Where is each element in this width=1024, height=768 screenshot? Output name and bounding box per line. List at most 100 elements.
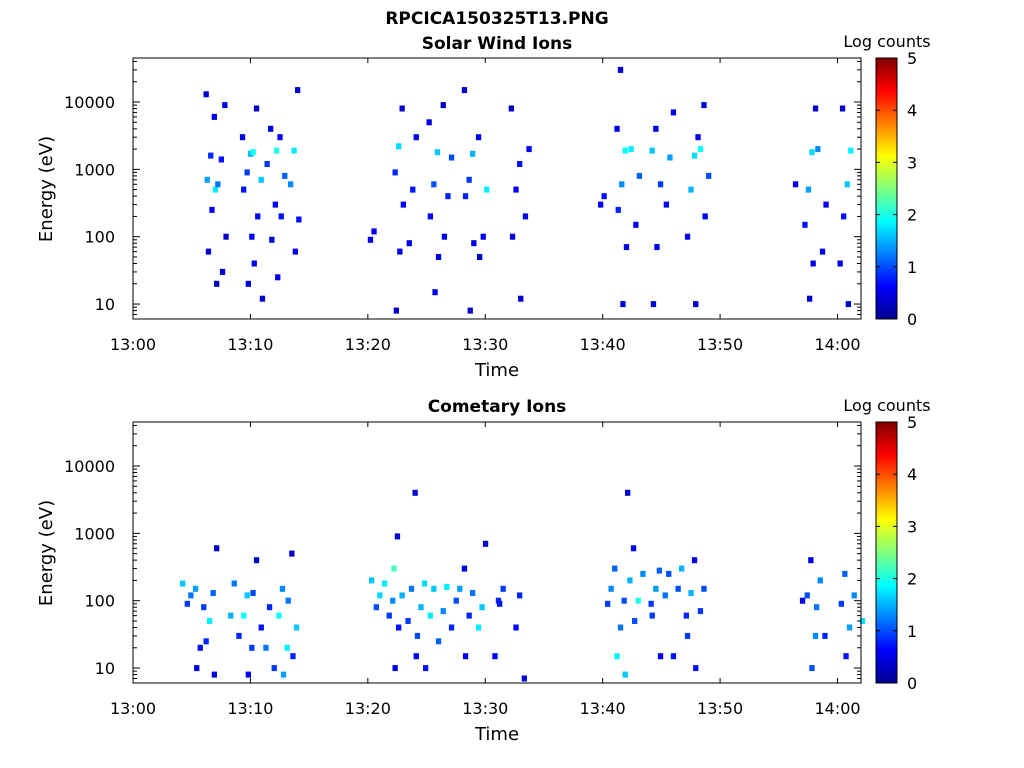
- x-axis: 13:00 13:10 13:20 13:30 13:40 13:50 14:00: [110, 58, 861, 354]
- heatmap-cell: [482, 540, 489, 547]
- heatmap-cell: [249, 644, 255, 651]
- heatmap-cell: [244, 592, 250, 599]
- heatmap-cell: [413, 653, 419, 660]
- heatmap-cell: [258, 624, 264, 631]
- heatmap-cell: [431, 181, 437, 188]
- heatmap-cell: [625, 489, 631, 496]
- heatmap-cell: [405, 618, 411, 624]
- heatmap-cell: [513, 186, 519, 193]
- heatmap-cell: [461, 565, 468, 572]
- heatmap-cell: [466, 612, 472, 619]
- heatmap-cell: [605, 600, 611, 607]
- heatmap-cell: [236, 632, 242, 639]
- heatmap-cell: [367, 236, 374, 243]
- heatmap-cell: [467, 307, 473, 314]
- heatmap-cell: [253, 557, 260, 564]
- heatmap-cell: [453, 597, 459, 604]
- heatmap-cell: [392, 665, 398, 672]
- heatmap-cell: [500, 585, 506, 592]
- heatmap-cell: [441, 233, 448, 240]
- heatmap-cell: [477, 254, 483, 260]
- heatmap-cell: [390, 597, 396, 604]
- y-tick-label: 1000: [74, 524, 115, 543]
- heatmap-cell: [612, 565, 618, 572]
- heatmap-cell: [697, 146, 704, 153]
- heatmap-cell: [667, 154, 673, 161]
- heatmap-cell: [184, 600, 190, 607]
- heatmap-cells: [203, 66, 854, 314]
- heatmap-cell: [628, 146, 634, 153]
- heatmap-cell: [386, 612, 392, 619]
- heatmap-cell: [228, 612, 234, 619]
- y-axis-label: Energy (eV): [36, 500, 57, 606]
- heatmap-cell: [691, 557, 698, 564]
- heatmap-cell: [406, 240, 412, 247]
- heatmap-cell: [695, 134, 701, 141]
- heatmap-cell: [684, 632, 691, 639]
- heatmap-cell: [258, 176, 264, 183]
- heatmap-cell: [244, 169, 250, 176]
- figure-title: RPCICA150325T13.PNG: [385, 9, 608, 29]
- heatmap-cell: [492, 653, 498, 660]
- heatmap-cell: [495, 597, 502, 604]
- y-axis: 10 100 1000 10000: [64, 424, 861, 684]
- heatmap-cell: [394, 533, 401, 540]
- heatmap-cell: [241, 186, 247, 193]
- heatmap-cell: [259, 295, 266, 302]
- heatmap-cell: [272, 201, 278, 208]
- heatmap-cell: [845, 301, 851, 308]
- heatmap-cell: [282, 172, 288, 179]
- heatmap-cell: [427, 213, 433, 220]
- heatmap-cell: [381, 580, 388, 587]
- heatmap-cell: [522, 213, 529, 220]
- colorbar-tick-label: 2: [907, 206, 917, 225]
- heatmap-cell: [470, 150, 476, 157]
- heatmap-cell: [688, 186, 694, 193]
- plot-area: [132, 57, 862, 320]
- colorbar-ticks: 0 1 2 3 4 5: [876, 49, 917, 329]
- heatmap-cell: [701, 102, 707, 109]
- heatmap-cell: [470, 590, 476, 596]
- heatmap-cell: [670, 109, 677, 116]
- heatmap-cell: [423, 665, 429, 672]
- y-axis-label: Energy (eV): [36, 136, 57, 242]
- heatmap-cell: [812, 632, 819, 639]
- heatmap-cell: [517, 161, 523, 167]
- x-tick-label: 13:50: [697, 335, 743, 354]
- x-tick-label: 13:10: [227, 335, 273, 354]
- heatmap-cell: [440, 102, 446, 109]
- heatmap-cell: [617, 66, 624, 73]
- heatmap-cell: [619, 181, 625, 188]
- heatmap-cell: [253, 105, 260, 112]
- colorbar-title: Log counts: [843, 396, 930, 415]
- heatmap-cell: [601, 193, 607, 200]
- colorbar-tick-label: 5: [907, 413, 917, 432]
- heatmap-cell: [657, 653, 664, 660]
- heatmap-cell: [859, 618, 866, 624]
- heatmap-cell: [396, 624, 402, 631]
- x-tick-label: 14:00: [814, 335, 860, 354]
- y-tick-label: 100: [84, 592, 115, 611]
- heatmap-cell: [203, 638, 209, 645]
- heatmap-cell: [622, 147, 628, 154]
- heatmap-cell: [475, 134, 482, 141]
- heatmap-cell: [180, 580, 186, 587]
- heatmap-cell: [479, 604, 485, 611]
- colorbar-tick-label: 4: [907, 465, 917, 484]
- heatmap-cell: [802, 221, 808, 228]
- heatmap-cell: [211, 113, 217, 120]
- heatmap-cell: [412, 489, 418, 496]
- heatmap-cell: [373, 604, 379, 611]
- heatmap-cell: [837, 260, 843, 267]
- heatmap-cell: [636, 172, 642, 179]
- heatmap-cell: [841, 213, 847, 220]
- x-tick-label: 13:10: [227, 699, 273, 718]
- heatmap-cell: [693, 301, 699, 308]
- heatmap-cell: [851, 592, 857, 599]
- heatmap-cell: [211, 671, 217, 678]
- heatmap-cell: [688, 590, 694, 596]
- colorbar-tick-label: 0: [907, 310, 917, 329]
- colorbar-tick-label: 3: [907, 153, 917, 172]
- heatmap-cell: [434, 149, 441, 156]
- y-tick-label: 1000: [74, 160, 115, 179]
